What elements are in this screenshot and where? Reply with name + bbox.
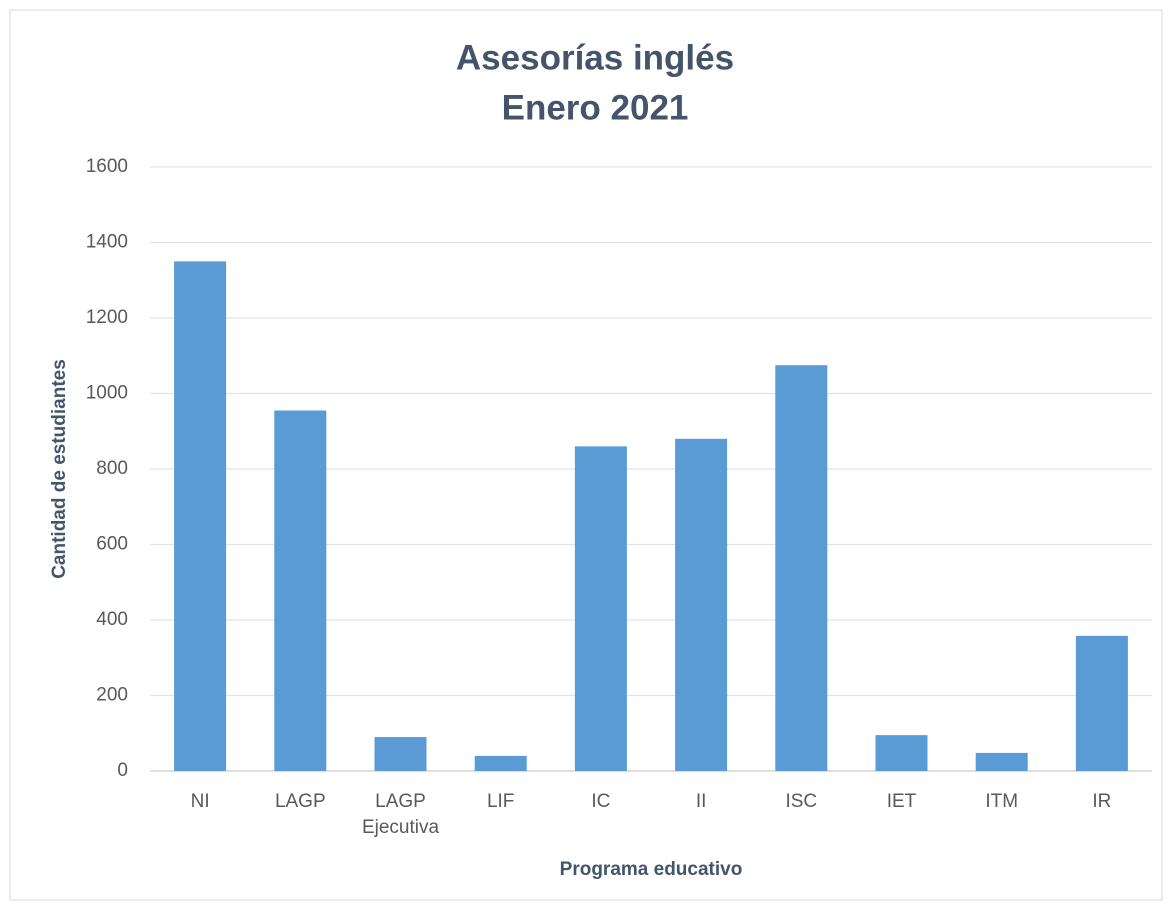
- bar: [174, 261, 227, 771]
- x-tick-label: LIF: [486, 791, 515, 812]
- y-tick-label: 400: [96, 609, 128, 630]
- bar: [675, 438, 728, 771]
- y-tick-label: 0: [117, 760, 128, 781]
- bar: [274, 410, 327, 771]
- x-tick-label: NI: [190, 791, 210, 812]
- y-tick-label: 1000: [86, 383, 128, 404]
- x-tick-label: IET: [886, 791, 917, 812]
- bar: [574, 446, 627, 771]
- y-tick-label: 800: [96, 458, 128, 479]
- bar: [374, 737, 427, 771]
- bar: [775, 365, 828, 771]
- y-tick-label: 1600: [86, 156, 128, 177]
- y-tick-label: 1400: [86, 232, 128, 253]
- x-tick-label: LAGP: [274, 791, 326, 812]
- x-axis-label: Programa educativo: [560, 859, 743, 880]
- x-tick-label: ISC: [785, 791, 818, 812]
- x-tick-label: IR: [1092, 791, 1112, 812]
- bar: [1075, 635, 1128, 771]
- bar: [875, 735, 928, 771]
- y-tick-label: 200: [96, 685, 128, 706]
- y-axis-label: Cantidad de estudiantes: [49, 359, 70, 579]
- x-tick-label: II: [695, 791, 707, 812]
- x-tick-label: LAGP Ejecutiva: [361, 791, 440, 838]
- y-tick-label: 1200: [86, 307, 128, 328]
- bar: [975, 752, 1028, 771]
- y-tick-label: 600: [96, 534, 128, 555]
- x-tick-label: ITM: [985, 791, 1019, 812]
- chart-title: Enero 2021: [502, 88, 689, 127]
- chart-title: Asesorías inglés: [456, 38, 734, 77]
- bar: [474, 755, 527, 771]
- x-tick-label: IC: [591, 791, 611, 812]
